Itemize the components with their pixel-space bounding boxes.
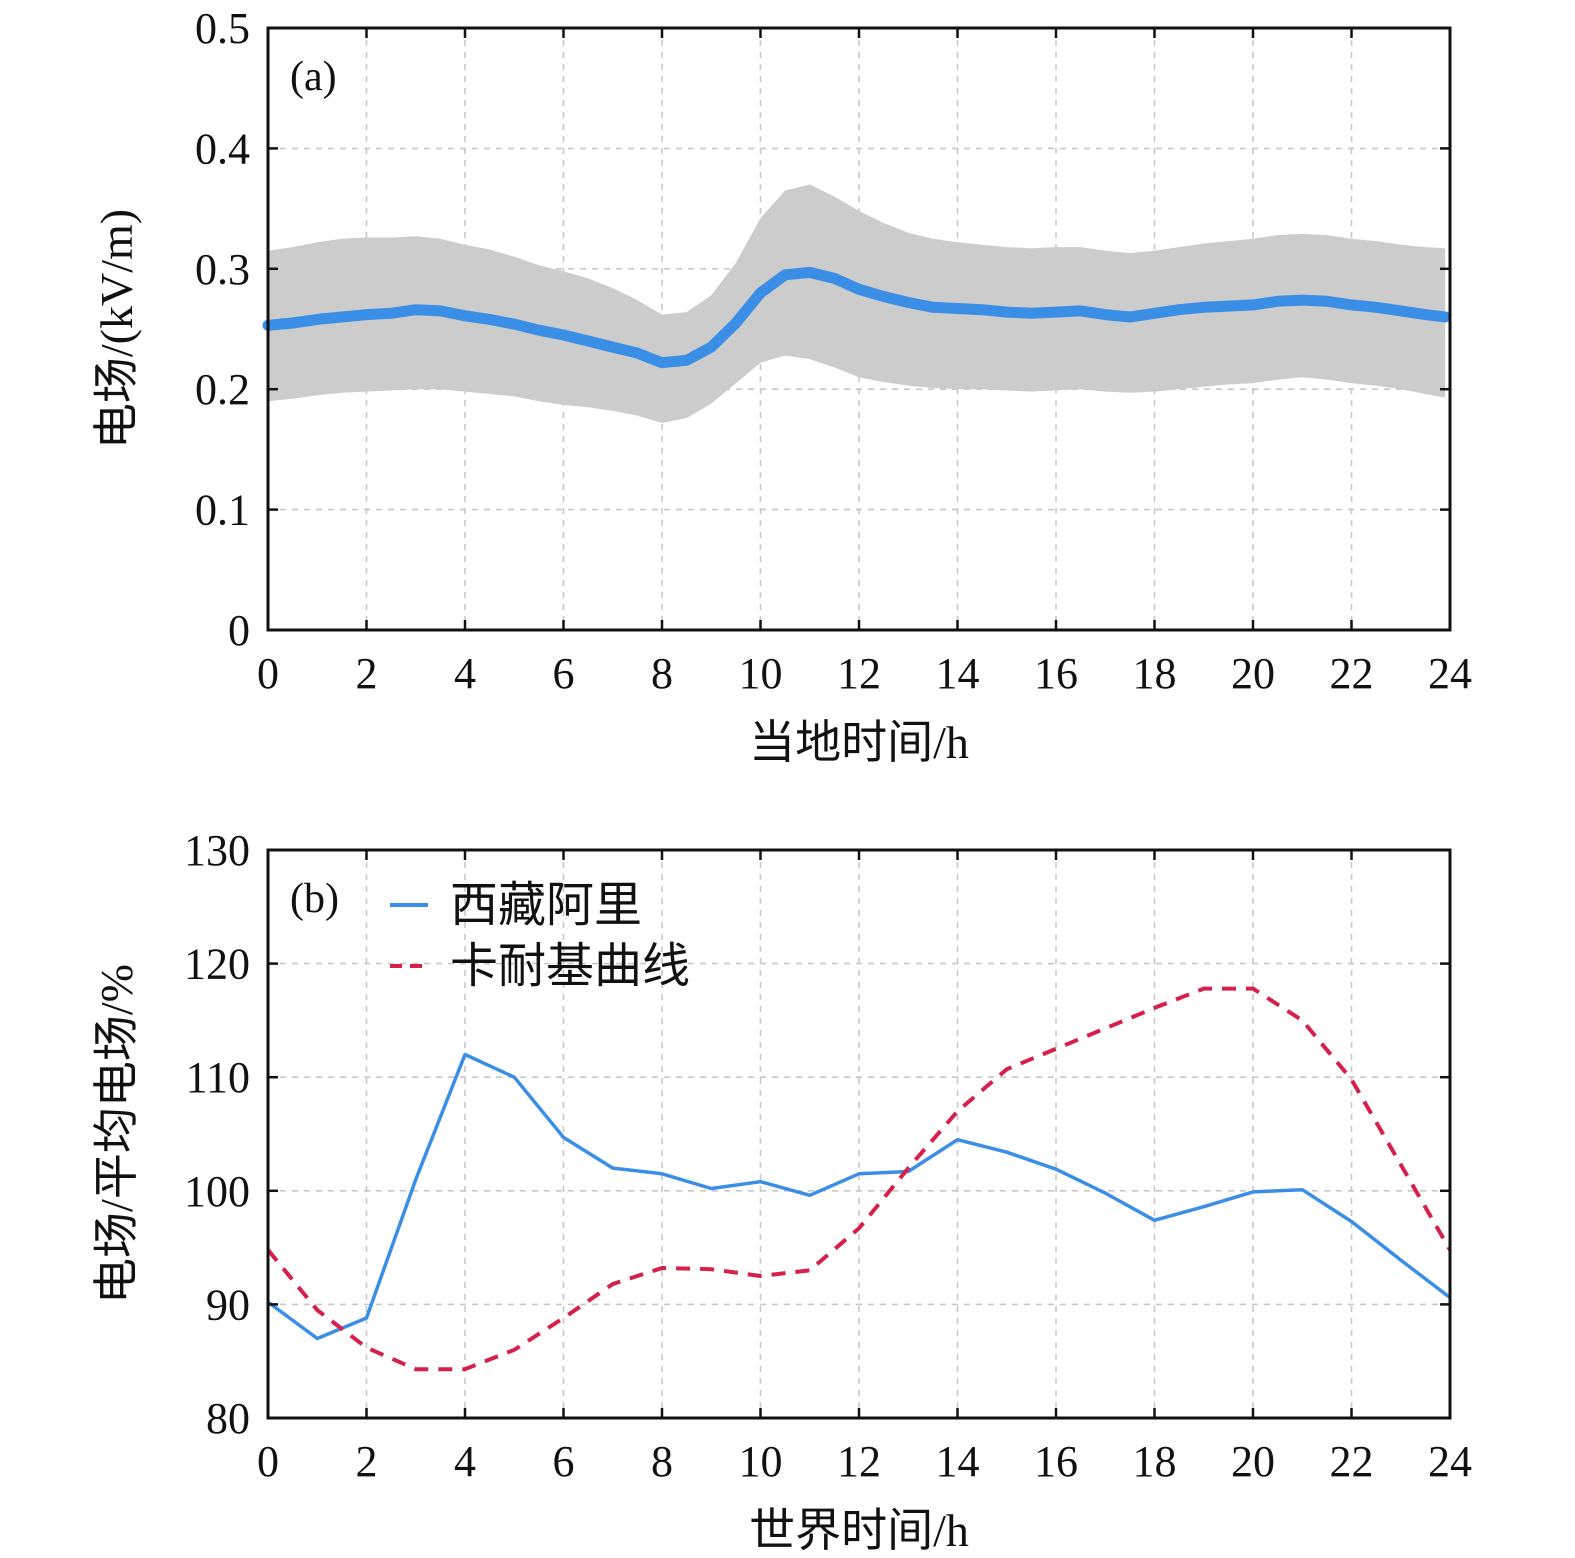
panel-a-label: (a) (290, 54, 337, 100)
panel-b-x-axis-title: 世界时间/h (749, 1505, 969, 1556)
x-tick-label: 12 (837, 649, 881, 698)
x-tick-label: 24 (1428, 649, 1472, 698)
x-tick-label: 16 (1034, 1437, 1078, 1486)
panel-b-series-ali-line (266, 1052, 1452, 1341)
panel-a-x-axis-title: 当地时间/h (749, 717, 969, 768)
panel-b-y-axis-title: 电场/平均电场/% (91, 964, 142, 1304)
panel-a-frame (266, 26, 1452, 632)
panel-b-gridlines (268, 850, 1450, 1418)
x-tick-label: 2 (356, 649, 378, 698)
x-tick-label: 0 (257, 1437, 279, 1486)
x-tick-label: 2 (356, 1437, 378, 1486)
panel-b-frame (266, 848, 1452, 1420)
y-tick-label: 0.1 (195, 486, 250, 535)
y-tick-label: 90 (206, 1280, 250, 1329)
x-tick-label: 20 (1231, 1437, 1275, 1486)
y-tick-label: 0 (228, 606, 250, 655)
x-tick-label: 0 (257, 649, 279, 698)
y-tick-label: 110 (186, 1053, 250, 1102)
x-tick-label: 16 (1034, 649, 1078, 698)
y-tick-label: 0.2 (195, 365, 250, 414)
y-tick-label: 120 (184, 940, 250, 989)
x-tick-label: 22 (1330, 1437, 1374, 1486)
x-tick-label: 10 (739, 649, 783, 698)
legend-label-carnegie: 卡耐基曲线 (450, 940, 690, 993)
panel-b-legend: 西藏阿里 卡耐基曲线 (390, 879, 690, 993)
panel-a-mean-line (262, 266, 1451, 369)
x-tick-label: 10 (739, 1437, 783, 1486)
y-tick-label: 0.5 (195, 4, 250, 53)
panel-b-series-carnegie-line (266, 986, 1452, 1372)
x-tick-label: 18 (1133, 649, 1177, 698)
x-tick-label: 4 (454, 1437, 476, 1486)
y-tick-label: 100 (184, 1167, 250, 1216)
y-tick-label: 0.4 (195, 124, 250, 173)
y-tick-label: 130 (184, 826, 250, 875)
panel-a-y-axis-title: 电场/(kV/m) (91, 209, 142, 449)
x-tick-label: 24 (1428, 1437, 1472, 1486)
legend-label-ali: 西藏阿里 (450, 879, 642, 932)
x-tick-label: 8 (651, 649, 673, 698)
x-tick-label: 6 (553, 649, 575, 698)
x-tick-label: 6 (553, 1437, 575, 1486)
y-tick-label: 80 (206, 1394, 250, 1443)
x-tick-label: 20 (1231, 649, 1275, 698)
panel-a-range-band (268, 184, 1446, 423)
x-tick-label: 22 (1330, 649, 1374, 698)
x-tick-label: 4 (454, 649, 476, 698)
y-tick-label: 0.3 (195, 245, 250, 294)
panel-b-label: (b) (290, 876, 339, 922)
x-tick-label: 14 (936, 1437, 980, 1486)
x-tick-label: 14 (936, 649, 980, 698)
x-tick-label: 12 (837, 1437, 881, 1486)
x-tick-label: 8 (651, 1437, 673, 1486)
x-tick-label: 18 (1133, 1437, 1177, 1486)
